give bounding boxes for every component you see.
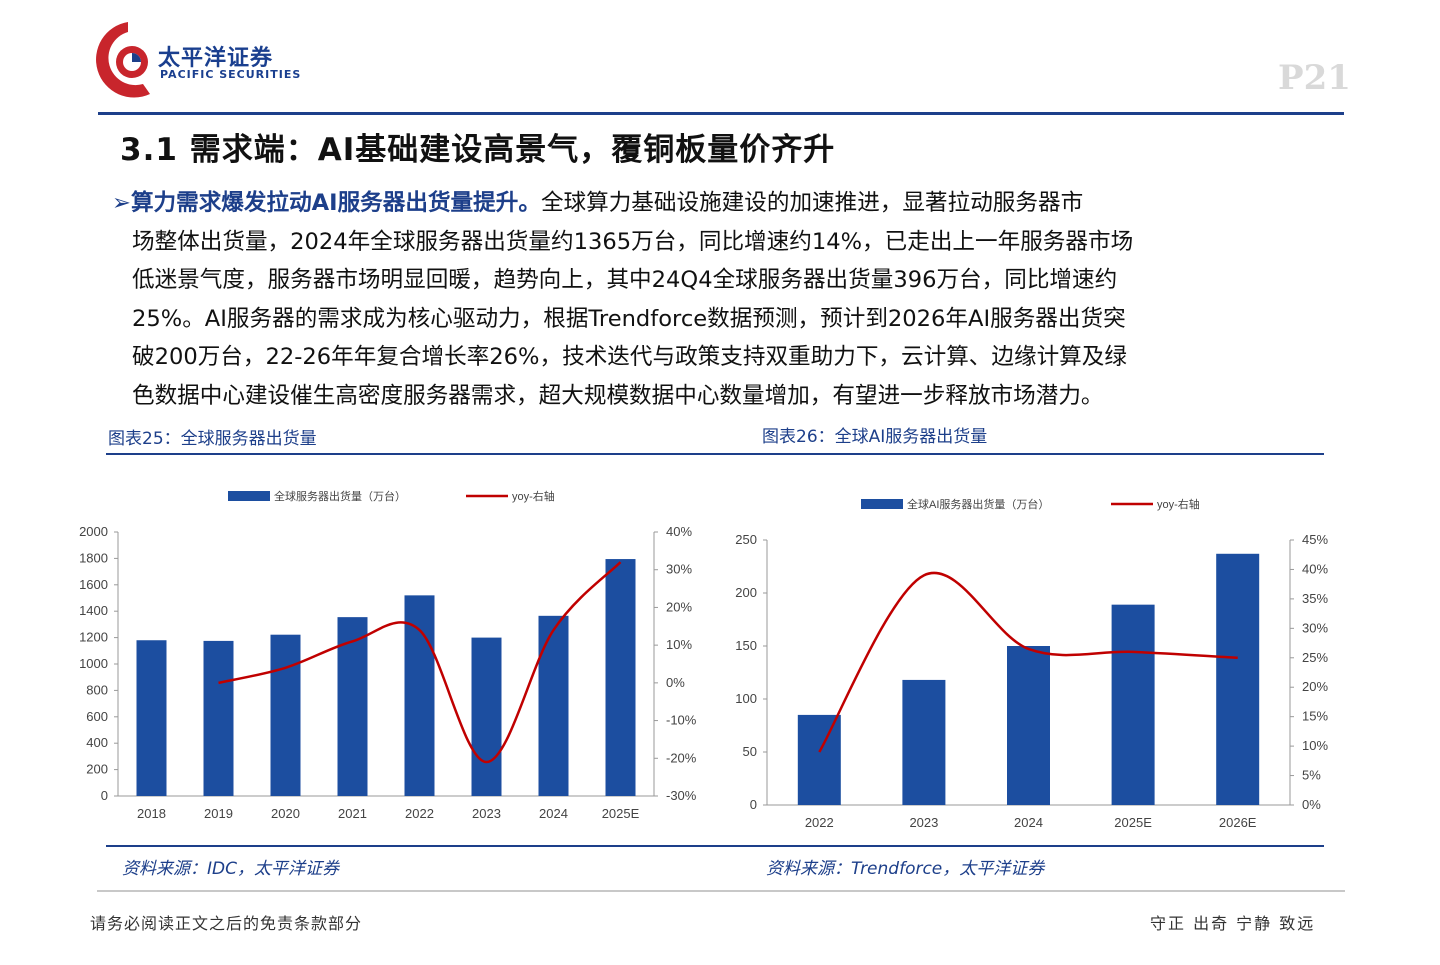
y2-tick-label: -10% xyxy=(666,713,697,728)
figure-caption-26: 图表26：全球AI服务器出货量 xyxy=(762,427,988,447)
legend-line-label: yoy-右轴 xyxy=(1157,497,1200,511)
y2-tick-label: 10% xyxy=(666,637,692,652)
y-tick-label: 1800 xyxy=(79,550,108,565)
x-tick-label: 2022 xyxy=(805,815,834,830)
bar xyxy=(1111,604,1155,805)
y2-tick-label: 20% xyxy=(1302,679,1328,694)
paragraph-line: 破200万台，22-26年年复合增长率26%，技术迭代与政策支持双重助力下，云计… xyxy=(132,344,1127,370)
brand-name-english: PACIFIC SECURITIES xyxy=(160,68,302,81)
bar xyxy=(1216,553,1260,805)
x-tick-label: 2025E xyxy=(602,806,640,821)
header-divider xyxy=(98,112,1344,115)
y-tick-label: 250 xyxy=(735,532,757,547)
server-shipments-chart: 0 200 400 600 800 1000 1200 1400 1600 1800 2000 -30… xyxy=(79,489,697,821)
y2-tick-label: 20% xyxy=(666,599,692,614)
caption-divider xyxy=(106,453,1324,455)
x-tick-label: 2023 xyxy=(472,806,501,821)
paragraph-line: ➢算力需求爆发拉动AI服务器出货量提升。全球算力基础设施建设的加速推进，显著拉动… xyxy=(112,184,1324,223)
y-tick-label: 1600 xyxy=(79,577,108,592)
brand-name: 太平洋证券 xyxy=(158,46,274,71)
x-tick-label: 2021 xyxy=(338,806,367,821)
x-tick-label: 2019 xyxy=(204,806,233,821)
yoy-line xyxy=(218,561,622,764)
y-tick-label: 0 xyxy=(750,797,757,812)
paragraph-line: 色数据中心建设催生高密度服务器需求，超大规模数据中心数量增加，有望进一步释放市场… xyxy=(132,382,1104,409)
company-logo xyxy=(96,22,150,98)
x-tick-label: 2022 xyxy=(405,806,434,821)
x-tick-label: 2023 xyxy=(909,815,938,830)
bar xyxy=(1007,646,1050,805)
ai-server-shipments-chart: 0 50 100 150 200 250 0% 5% 10% 15% 20% 25% 30% 35% 40%… xyxy=(735,497,1328,830)
y2-tick-label: 5% xyxy=(1302,768,1321,783)
figure-source-26: 资料来源：Trendforce，太平洋证券 xyxy=(766,859,1045,879)
y2-tick-label: 35% xyxy=(1302,591,1328,606)
x-tick-label: 2018 xyxy=(137,806,166,821)
y-tick-label: 50 xyxy=(743,744,757,759)
bar xyxy=(404,595,435,796)
y-tick-label: 400 xyxy=(86,735,108,750)
paragraph-line: 场整体出货量，2024年全球服务器出货量约1365万台，同比增速约14%，已走出… xyxy=(132,228,1134,255)
y2-tick-label: 45% xyxy=(1302,532,1328,547)
y-tick-label: 1000 xyxy=(79,656,108,671)
bar xyxy=(337,617,368,796)
y-tick-label: 200 xyxy=(735,585,757,600)
figure-caption-25: 图表25：全球服务器出货量 xyxy=(108,429,317,449)
body-paragraph: ➢算力需求爆发拉动AI服务器出货量提升。全球算力基础设施建设的加速推进，显著拉动… xyxy=(112,184,1324,415)
bar xyxy=(136,640,167,796)
bar xyxy=(203,640,234,796)
bar xyxy=(538,615,569,796)
footer-motto: 守正 出奇 宁静 致远 xyxy=(1150,914,1316,933)
bullet-arrow-icon: ➢ xyxy=(112,190,131,216)
y-tick-label: 1400 xyxy=(79,603,108,618)
paragraph-text: 全球算力基础设施建设的加速推进，显著拉动服务器市 xyxy=(540,190,1084,216)
footer-disclaimer: 请务必阅读正文之后的免责条款部分 xyxy=(90,914,363,933)
yoy-line xyxy=(818,571,1238,753)
bar xyxy=(605,559,636,796)
y2-tick-label: -20% xyxy=(666,750,697,765)
legend-bar-swatch xyxy=(861,499,903,509)
y2-tick-label: 10% xyxy=(1302,738,1328,753)
x-tick-label: 2026E xyxy=(1219,815,1257,830)
y2-tick-label: -30% xyxy=(666,788,697,803)
y-tick-label: 2000 xyxy=(79,524,108,539)
legend-line-label: yoy-右轴 xyxy=(512,489,555,503)
x-tick-label: 2020 xyxy=(271,806,300,821)
y2-tick-label: 0% xyxy=(1302,797,1321,812)
y-tick-label: 150 xyxy=(735,638,757,653)
bar xyxy=(471,637,502,796)
paragraph-lead: 算力需求爆发拉动AI服务器出货量提升。 xyxy=(130,190,541,216)
x-tick-label: 2024 xyxy=(1014,815,1043,830)
y2-tick-label: 15% xyxy=(1302,709,1328,724)
legend-bar-label: 全球服务器出货量（万台） xyxy=(274,489,406,503)
bar xyxy=(797,714,841,805)
section-title: 3.1 需求端：AI基础建设高景气，覆铜板量价齐升 xyxy=(120,132,836,168)
x-tick-label: 2025E xyxy=(1114,815,1152,830)
y-tick-label: 1200 xyxy=(79,630,108,645)
page-number: P21 xyxy=(1278,58,1351,98)
y-tick-label: 0 xyxy=(101,788,108,803)
source-divider xyxy=(106,845,1324,847)
x-tick-label: 2024 xyxy=(539,806,568,821)
footer-divider xyxy=(97,890,1345,892)
y2-tick-label: 25% xyxy=(1302,650,1328,665)
bar xyxy=(902,679,946,805)
y-tick-label: 800 xyxy=(86,682,108,697)
y2-tick-label: 40% xyxy=(666,524,692,539)
bar xyxy=(270,634,301,796)
paragraph-line: 25%。AI服务器的需求成为核心驱动力，根据Trendforce数据预测，预计到… xyxy=(132,305,1126,332)
legend-bar-label: 全球AI服务器出货量（万台） xyxy=(907,497,1049,511)
legend-bar-swatch xyxy=(228,491,270,501)
y2-tick-label: 40% xyxy=(1302,561,1328,576)
y-tick-label: 200 xyxy=(86,762,108,777)
y2-tick-label: 30% xyxy=(666,562,692,577)
y-tick-label: 100 xyxy=(735,691,757,706)
y-tick-label: 600 xyxy=(86,709,108,724)
figure-source-25: 资料来源：IDC，太平洋证券 xyxy=(122,859,339,879)
y2-tick-label: 0% xyxy=(666,675,685,690)
paragraph-line: 低迷景气度，服务器市场明显回暖，趋势向上，其中24Q4全球服务器出货量396万台… xyxy=(132,267,1118,293)
y2-tick-label: 30% xyxy=(1302,620,1328,635)
